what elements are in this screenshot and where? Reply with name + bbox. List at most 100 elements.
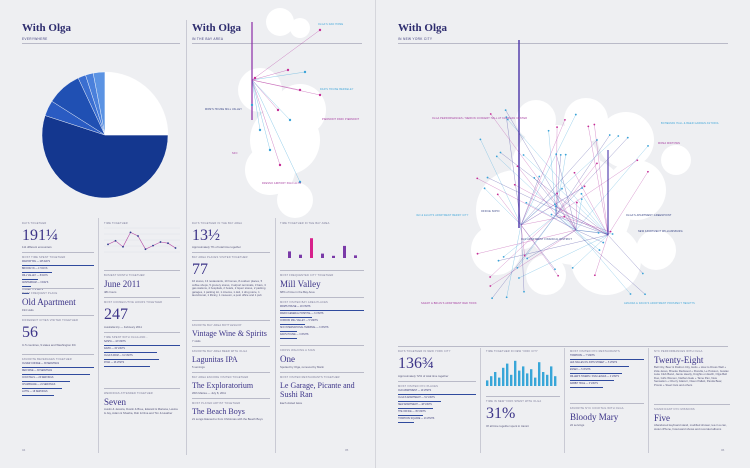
bar bbox=[398, 407, 434, 409]
nyc-spent-note: Of all time together spent in transit bbox=[486, 424, 529, 428]
map-area bbox=[245, 145, 295, 195]
nyc-map bbox=[471, 40, 691, 300]
map-point bbox=[479, 138, 482, 141]
map-point bbox=[553, 203, 556, 206]
bar-label: DAD'S HOUSE — 3 VISITS bbox=[280, 334, 309, 336]
rule bbox=[570, 403, 644, 404]
bay-time-label: TIME TOGETHER IN THE BAY AREA bbox=[280, 222, 330, 225]
folio-nyc: 06 bbox=[721, 448, 725, 452]
section-divider bbox=[186, 20, 187, 455]
bar-label: TOMPKINS — 7 VISITS bbox=[570, 355, 595, 357]
map-label: OLGA PERFORMANCES / MERKIN CONCERT HALL … bbox=[432, 117, 528, 120]
series-point bbox=[174, 247, 177, 249]
bar-label: OLIVER COFFEE — 38 SERVINGS bbox=[22, 363, 59, 365]
map-point bbox=[516, 266, 519, 269]
frequent-place-value: Old Apartment bbox=[22, 297, 76, 307]
bar-label: MILLER'S TAVERN / FIVE LEAVES — 4 VISITS bbox=[570, 376, 620, 378]
map-point bbox=[550, 213, 553, 216]
weddings-label: WEDDINGS ATTENDED TOGETHER bbox=[104, 392, 153, 395]
map-point bbox=[593, 274, 596, 277]
header-rule bbox=[22, 43, 180, 44]
bay-places-note: 16 stores, 13 restaurants, 10 homes, 8 o… bbox=[192, 279, 266, 298]
map-point bbox=[571, 266, 574, 269]
time-together-label: TIME TOGETHER bbox=[104, 222, 128, 225]
map-point bbox=[596, 139, 598, 141]
bar-label: LES HALLES ON JOHN STREET — 5 VISITS bbox=[570, 362, 618, 364]
bar bbox=[321, 253, 324, 258]
bay-rest-note: Each visited twice bbox=[280, 401, 303, 405]
pie-slice bbox=[104, 71, 169, 136]
bay-city-value: Mill Valley bbox=[280, 279, 321, 289]
performances-value: Twenty-Eight bbox=[654, 355, 704, 365]
bar bbox=[104, 358, 159, 360]
nyc-title: With Olga bbox=[398, 22, 448, 34]
column-divider bbox=[98, 218, 99, 453]
bar bbox=[554, 376, 557, 386]
bar bbox=[522, 366, 525, 386]
nyc-days-note: Approximately 72% of total time together bbox=[398, 374, 449, 378]
map-point bbox=[495, 155, 498, 158]
bay-area-title: With Olga bbox=[192, 22, 242, 34]
map-point bbox=[580, 192, 583, 195]
folio-left: 04 bbox=[22, 448, 26, 452]
bar bbox=[570, 379, 615, 381]
bar bbox=[280, 330, 297, 332]
rule bbox=[192, 398, 270, 399]
map-area bbox=[598, 112, 654, 168]
map-label: MOM'S HOUSE MILL VALLEY bbox=[205, 108, 243, 111]
left-page: With Olga EVERYWHERE DAYS TOGETHER 191¼ … bbox=[22, 8, 364, 455]
bar bbox=[550, 366, 553, 386]
map-area bbox=[277, 182, 313, 218]
map-point bbox=[253, 76, 257, 80]
map-point bbox=[617, 135, 620, 137]
artist-value: The Beach Boys bbox=[192, 407, 245, 416]
rule bbox=[22, 315, 94, 316]
map-point bbox=[598, 249, 601, 251]
bar bbox=[490, 376, 493, 386]
map-area bbox=[274, 84, 326, 136]
rule bbox=[104, 332, 180, 333]
most-time-label: MOST TIME SPENT TOGETHER bbox=[22, 256, 66, 259]
bar-label: MARIN GENERAL HOSPITAL — 6 VISITS bbox=[280, 313, 324, 315]
map-label: AMANDA & DAVID'S APARTMENT PROSPECT HEIG… bbox=[624, 302, 695, 305]
map-point bbox=[303, 70, 307, 74]
frequent-place-label: MOST FREQUENT PLACE bbox=[22, 292, 58, 295]
map-point bbox=[523, 254, 526, 257]
bar-label: OLGA'S MOM — 31 VISITS bbox=[104, 355, 133, 357]
pie-slice bbox=[41, 115, 169, 199]
rule bbox=[104, 297, 180, 298]
map-point bbox=[505, 116, 508, 119]
bar bbox=[570, 358, 644, 360]
cocktail-note: 22 servings bbox=[570, 423, 585, 427]
bay-visited-label: MOST VISITED BAY AREA PLACES bbox=[280, 301, 328, 304]
rule bbox=[654, 404, 730, 405]
bar-label: NEW APARTMENT — 48 VISITS bbox=[398, 404, 432, 406]
map-label: NEW APARTMENT WILLIAMSBURG bbox=[638, 230, 683, 233]
map-point bbox=[561, 187, 563, 190]
bar bbox=[398, 393, 476, 395]
bar bbox=[502, 367, 505, 386]
bay-days-note: Approximately 7% of total time together bbox=[192, 245, 241, 249]
bar-label: CHAMPAGNE — 21 SERVINGS bbox=[22, 384, 56, 386]
bar-label: ESSEX — 5 VISITS bbox=[570, 369, 591, 371]
consecutive-hours-label: MOST CONSECUTIVE HOURS TOGETHER bbox=[104, 301, 163, 304]
consecutive-hours-note: Australia trip — February 2011 bbox=[104, 325, 142, 329]
bar bbox=[494, 372, 497, 386]
frequent-place-note: 194 visits bbox=[22, 308, 34, 312]
map-point bbox=[647, 170, 649, 173]
map-label: BOHEMIAN HALL & BEER GARDEN ASTORIA bbox=[661, 122, 719, 125]
map-point bbox=[580, 198, 583, 201]
weddings-value: Seven bbox=[104, 397, 126, 407]
performances-label: NYC PERFORMANCES WITH OLGA bbox=[654, 350, 703, 353]
map-point bbox=[597, 232, 600, 234]
days-together-label: DAYS TOGETHER bbox=[22, 222, 47, 225]
series-line bbox=[107, 232, 176, 250]
map-point bbox=[547, 129, 550, 132]
rule bbox=[192, 320, 270, 321]
map-point bbox=[608, 134, 611, 136]
map-point bbox=[641, 272, 644, 275]
map-area bbox=[526, 255, 566, 295]
nyc-days-value: 136¾ bbox=[398, 355, 434, 372]
bar-label: TOMPKINS SQUARE — 13 VISITS bbox=[398, 418, 435, 420]
bar bbox=[288, 251, 291, 258]
